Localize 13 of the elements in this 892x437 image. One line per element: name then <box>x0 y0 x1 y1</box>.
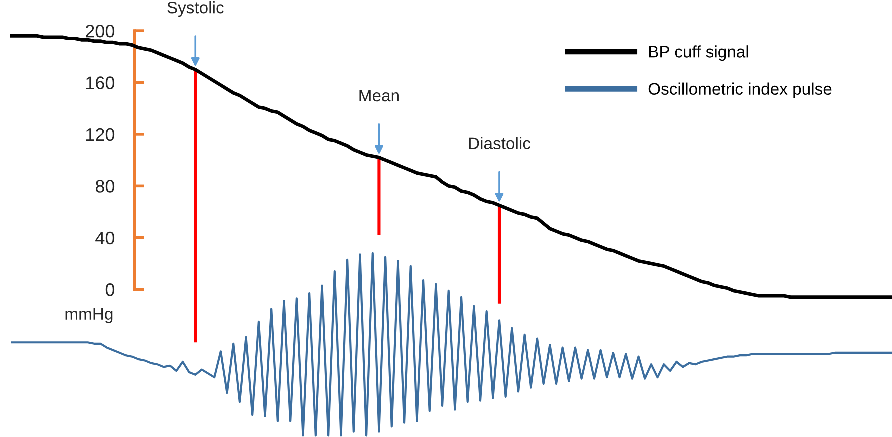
y-tick-label: 120 <box>86 128 115 142</box>
legend-label: Oscillometric index pulse <box>648 82 832 98</box>
y-tick-label: 40 <box>96 232 115 245</box>
y-tick-label: 0 <box>106 284 115 296</box>
legend-label: BP cuff signal <box>649 46 748 62</box>
line-series <box>10 252 892 437</box>
y-axis-title: mmHg <box>66 308 113 324</box>
annotation: Systolic <box>168 2 224 18</box>
annotation: Mean <box>360 90 399 102</box>
y-tick-label: 80 <box>96 180 115 193</box>
y-tick-label: 200 <box>86 24 115 38</box>
annotation: Diastolic <box>469 137 531 150</box>
y-tick-label: 160 <box>86 76 115 90</box>
